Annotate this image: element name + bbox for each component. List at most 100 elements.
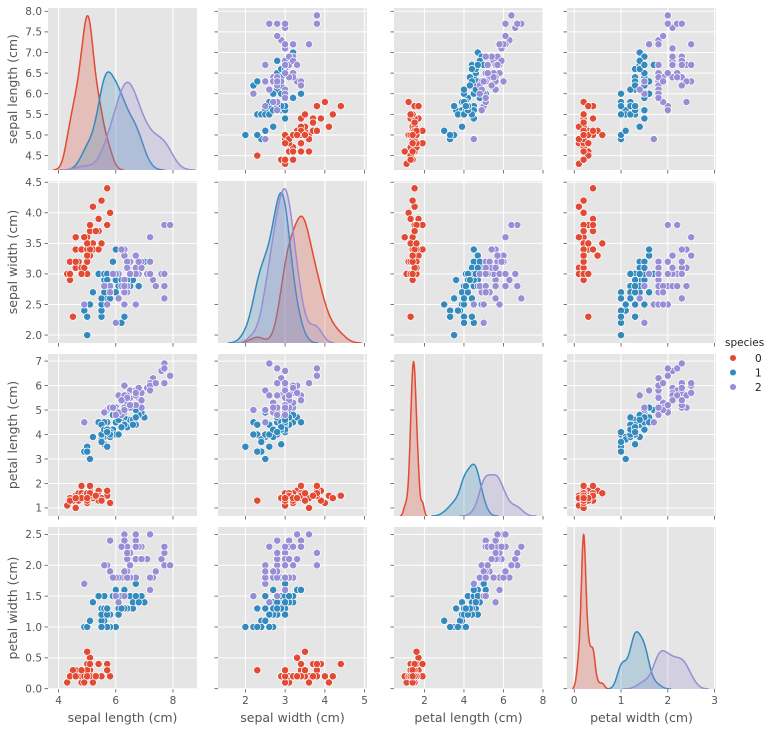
point-species-2 bbox=[273, 410, 282, 419]
point-species-0 bbox=[106, 208, 115, 217]
y-tick-label: 3 bbox=[35, 454, 42, 466]
point-species-1 bbox=[631, 282, 640, 291]
panel-petal-width-cm-vs-petal-length-cm: 2 4 6 8 bbox=[390, 527, 546, 707]
point-species-1 bbox=[261, 604, 270, 613]
panel-marks bbox=[63, 184, 175, 340]
point-species-2 bbox=[305, 379, 313, 388]
point-species-2 bbox=[497, 257, 506, 266]
point-species-2 bbox=[281, 40, 290, 49]
point-species-1 bbox=[640, 114, 649, 123]
point-species-2 bbox=[120, 406, 129, 414]
point-species-1 bbox=[273, 56, 282, 65]
point-species-2 bbox=[489, 573, 498, 582]
panel-petal-length-cm-vs-petal-length-cm bbox=[390, 354, 544, 520]
point-species-2 bbox=[677, 396, 686, 405]
point-species-1 bbox=[635, 122, 644, 131]
point-species-0 bbox=[408, 131, 417, 139]
point-species-1 bbox=[120, 312, 129, 321]
point-species-2 bbox=[654, 393, 663, 402]
point-species-2 bbox=[273, 19, 282, 28]
y-tick-label: 7.0 bbox=[25, 47, 42, 59]
panel-sepal-width-cm-vs-sepal-length-cm: 2.0 2.5 3.0 3.5 4.0 4.5 bbox=[25, 177, 197, 347]
kde-line-species-2 bbox=[59, 81, 196, 170]
x-axis-label-sepal-width-cm: sepal width (cm) bbox=[240, 710, 344, 725]
point-species-0 bbox=[281, 139, 290, 148]
panel-marks bbox=[400, 11, 526, 168]
point-species-2 bbox=[160, 379, 169, 388]
point-species-2 bbox=[269, 98, 278, 106]
point-species-1 bbox=[631, 312, 640, 321]
x-axis-label-petal-width-cm: petal width (cm) bbox=[590, 710, 693, 725]
point-species-0 bbox=[293, 131, 302, 139]
point-species-2 bbox=[146, 530, 155, 539]
point-species-2 bbox=[281, 585, 290, 594]
point-species-2 bbox=[293, 388, 302, 397]
point-species-0 bbox=[584, 139, 593, 148]
point-species-0 bbox=[66, 269, 74, 278]
point-species-1 bbox=[469, 245, 478, 254]
point-species-0 bbox=[598, 131, 607, 139]
point-species-0 bbox=[589, 481, 597, 490]
kde-line-species-1 bbox=[608, 631, 672, 689]
y-tick-label: 4.5 bbox=[25, 150, 42, 162]
panel-marks bbox=[241, 11, 345, 168]
point-species-1 bbox=[134, 282, 143, 291]
point-species-1 bbox=[461, 604, 470, 613]
point-species-1 bbox=[465, 276, 474, 284]
point-species-2 bbox=[668, 52, 677, 61]
panel-petal-length-cm-vs-sepal-length-cm: 1 2 3 4 5 6 7 bbox=[35, 354, 197, 520]
point-species-2 bbox=[108, 269, 117, 278]
point-species-0 bbox=[410, 118, 419, 127]
point-species-2 bbox=[491, 548, 500, 557]
point-species-1 bbox=[617, 110, 625, 119]
point-species-2 bbox=[146, 386, 155, 395]
point-species-1 bbox=[621, 300, 630, 309]
point-species-1 bbox=[440, 300, 449, 309]
panel-sepal-length-cm-vs-sepal-length-cm: 4.5 5.0 5.5 6.0 6.5 7.0 7.5 8.0 bbox=[25, 6, 197, 174]
point-species-0 bbox=[312, 481, 321, 490]
point-species-2 bbox=[120, 300, 129, 309]
point-species-0 bbox=[289, 155, 298, 164]
panel-background bbox=[567, 527, 716, 689]
point-species-2 bbox=[481, 592, 490, 601]
point-species-2 bbox=[677, 19, 686, 28]
point-species-2 bbox=[160, 542, 169, 551]
point-species-2 bbox=[289, 561, 298, 570]
point-species-0 bbox=[97, 239, 106, 248]
point-species-2 bbox=[166, 371, 175, 380]
point-species-2 bbox=[663, 106, 672, 115]
legend-marker-species-1 bbox=[729, 368, 737, 377]
point-species-2 bbox=[273, 391, 282, 400]
point-species-0 bbox=[324, 678, 333, 687]
point-species-2 bbox=[491, 263, 500, 272]
point-species-2 bbox=[668, 251, 677, 260]
panel-marks bbox=[574, 359, 696, 512]
y-axis-label-petal-width-cm: petal width (cm) bbox=[5, 557, 20, 660]
point-species-2 bbox=[501, 530, 510, 539]
point-species-2 bbox=[120, 381, 129, 390]
point-species-1 bbox=[631, 102, 640, 111]
point-species-2 bbox=[635, 391, 644, 400]
point-species-2 bbox=[146, 233, 155, 242]
point-species-1 bbox=[450, 331, 459, 340]
point-species-1 bbox=[635, 269, 644, 278]
point-species-2 bbox=[137, 555, 146, 564]
y-tick-label: 1.0 bbox=[25, 622, 42, 634]
point-species-0 bbox=[253, 666, 262, 675]
point-species-2 bbox=[289, 542, 298, 551]
point-species-0 bbox=[91, 672, 100, 681]
point-species-0 bbox=[301, 131, 309, 139]
point-species-2 bbox=[269, 567, 278, 576]
point-species-0 bbox=[297, 660, 305, 668]
point-species-2 bbox=[80, 418, 89, 427]
point-species-2 bbox=[635, 294, 644, 303]
point-species-0 bbox=[77, 269, 86, 278]
point-species-0 bbox=[305, 678, 313, 687]
point-species-1 bbox=[617, 447, 625, 456]
point-species-1 bbox=[460, 318, 468, 327]
point-species-2 bbox=[663, 19, 672, 28]
point-species-2 bbox=[265, 359, 274, 368]
point-species-2 bbox=[677, 269, 686, 278]
point-species-2 bbox=[507, 221, 516, 229]
point-species-2 bbox=[645, 386, 654, 395]
